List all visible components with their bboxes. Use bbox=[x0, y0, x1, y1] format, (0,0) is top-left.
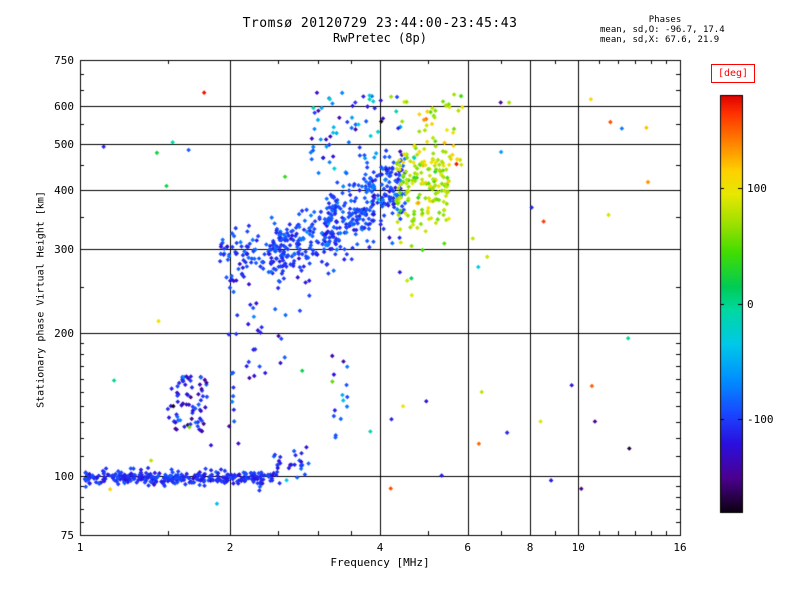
y-tick-label: 500 bbox=[54, 137, 74, 151]
plot-subtitle: RwPretec (8p) bbox=[333, 31, 427, 45]
x-tick-label: 2 bbox=[226, 541, 234, 554]
colorbar-tick-label: 100 bbox=[747, 181, 767, 195]
y-tick-label: 400 bbox=[54, 183, 74, 197]
y-tick-label: 300 bbox=[54, 243, 74, 257]
phase-stats-o-mode: mean, sd,O: -96.7, 17.4 bbox=[600, 25, 725, 35]
x-tick-label: 4 bbox=[376, 541, 384, 554]
x-tick-label: 6 bbox=[464, 541, 472, 554]
y-tick-label: 200 bbox=[54, 326, 74, 340]
y-tick-label: 75 bbox=[60, 529, 74, 542]
colorbar-unit-label: [deg] bbox=[711, 64, 755, 83]
y-tick-label: 750 bbox=[54, 54, 74, 67]
colorbar-tick-label: 0 bbox=[747, 297, 754, 311]
phase-stats-header: Phases bbox=[648, 15, 682, 25]
x-tick-label: 10 bbox=[571, 541, 585, 554]
x-axis-label: Frequency [MHz] bbox=[330, 556, 430, 569]
x-tick-label: 1 bbox=[76, 541, 84, 554]
y-tick-label: 100 bbox=[54, 469, 74, 483]
x-tick-label: 8 bbox=[526, 541, 534, 554]
x-tick-label: 16 bbox=[673, 541, 687, 554]
phase-stats-x-mode: mean, sd,X: 67.6, 21.9 bbox=[600, 35, 720, 45]
phase-stats-block: Phases mean, sd,O: -96.7, 17.4 mean, sd,… bbox=[600, 15, 768, 45]
y-tick-label: 600 bbox=[54, 100, 74, 114]
plot-title: Tromsø 20120729 23:44:00-23:45:43 bbox=[242, 16, 518, 31]
colorbar-tick-label: -100 bbox=[747, 413, 774, 427]
